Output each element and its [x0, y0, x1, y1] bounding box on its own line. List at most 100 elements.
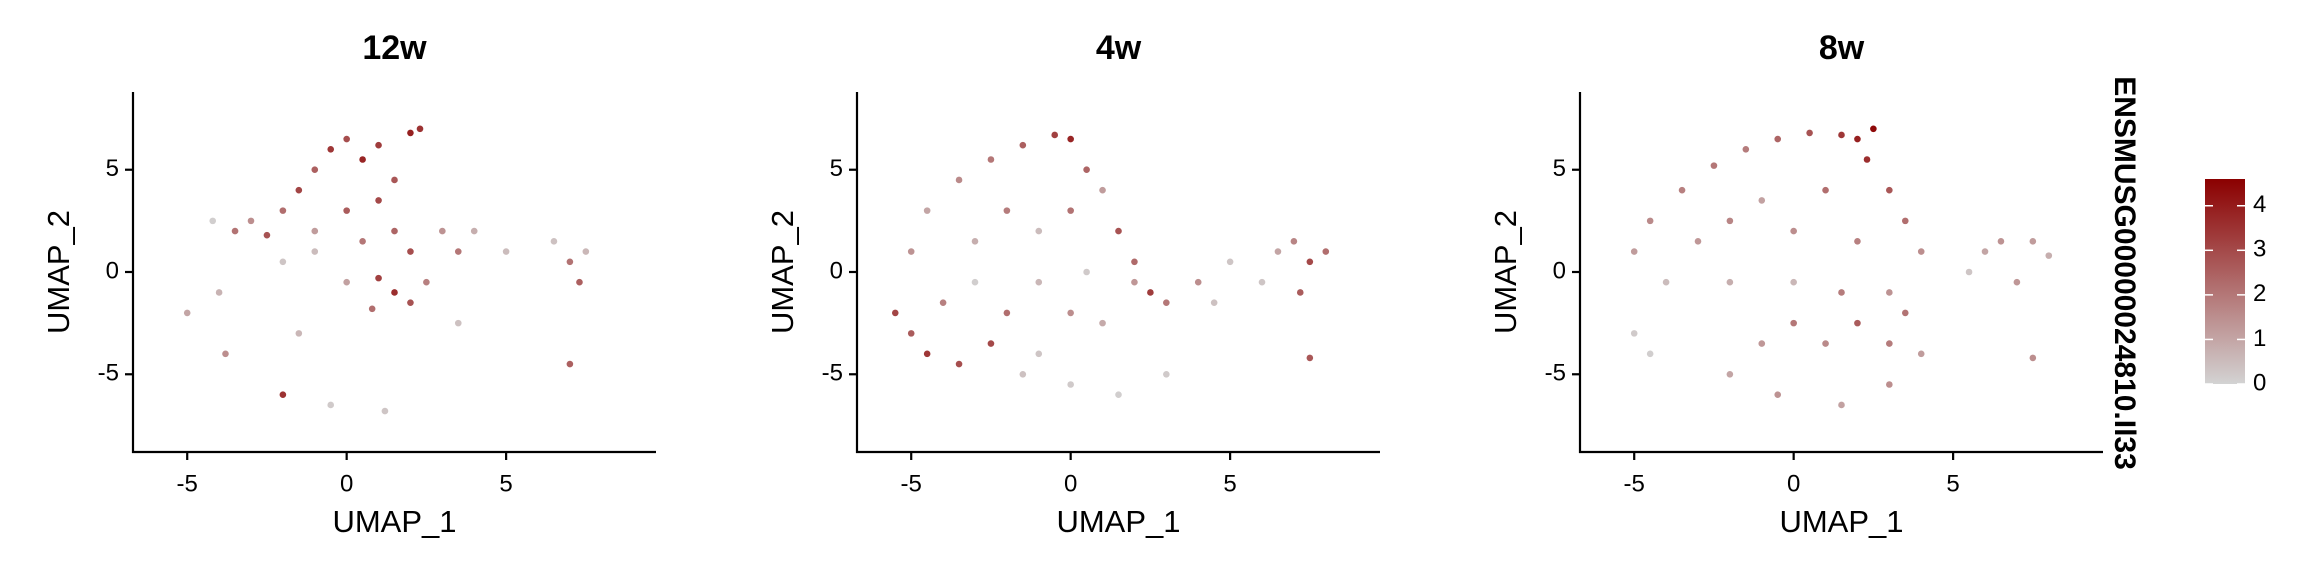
- point: [987, 340, 995, 347]
- point: [1083, 268, 1090, 276]
- point: [1099, 186, 1106, 194]
- panel-title: 8w: [1819, 29, 1865, 67]
- point: [1901, 309, 1909, 317]
- point: [2013, 278, 2021, 286]
- point: [1067, 381, 1074, 388]
- point: [247, 217, 255, 225]
- point: [423, 278, 430, 286]
- y-tick-label: 0: [830, 257, 843, 284]
- point: [1147, 289, 1154, 296]
- point: [1838, 289, 1845, 296]
- y-tick-label: -5: [1545, 360, 1566, 387]
- point: [359, 238, 366, 245]
- point: [343, 278, 350, 286]
- point: [582, 248, 590, 255]
- x-tick-label: 0: [340, 470, 353, 497]
- x-tick-label: -5: [901, 470, 922, 497]
- x-tick-label: 0: [1787, 470, 1800, 497]
- point: [279, 391, 287, 399]
- point: [2045, 252, 2053, 259]
- point: [1790, 227, 1797, 235]
- point: [1131, 278, 1138, 286]
- point: [987, 156, 995, 163]
- point: [381, 407, 389, 415]
- y-axis-label: UMAP_2: [41, 210, 76, 334]
- point: [295, 330, 303, 337]
- point: [1035, 227, 1043, 235]
- point: [923, 350, 931, 358]
- point: [1965, 268, 1973, 276]
- point: [1790, 278, 1797, 286]
- point: [295, 186, 303, 194]
- point: [1726, 217, 1734, 225]
- point: [375, 197, 382, 204]
- point: [183, 309, 191, 317]
- point: [1274, 248, 1282, 255]
- point: [1322, 248, 1330, 255]
- point: [1886, 186, 1893, 194]
- point: [1067, 207, 1074, 214]
- point: [454, 248, 462, 255]
- point: [1694, 238, 1702, 245]
- colorbar-tick-label: 3: [2253, 236, 2266, 263]
- point: [1774, 135, 1782, 143]
- panel-title: 12w: [362, 29, 427, 67]
- point: [1646, 217, 1654, 225]
- point: [1806, 129, 1813, 137]
- point: [2029, 354, 2037, 362]
- colorbar-tick-label: 4: [2253, 191, 2266, 218]
- point: [311, 248, 319, 255]
- x-axis-label: UMAP_1: [332, 504, 456, 539]
- colorbar-tick-label: 1: [2253, 325, 2266, 352]
- point: [1854, 135, 1861, 143]
- point: [1051, 131, 1059, 139]
- point: [327, 145, 335, 153]
- point: [1870, 125, 1877, 133]
- point: [1630, 330, 1638, 337]
- x-tick-label: -5: [177, 470, 198, 497]
- point: [279, 258, 287, 266]
- point: [1067, 309, 1074, 317]
- point: [1758, 197, 1766, 204]
- point: [1115, 227, 1122, 235]
- point: [1083, 166, 1090, 174]
- x-axis-label: UMAP_1: [1779, 504, 1903, 539]
- points: [1630, 125, 2053, 409]
- point: [1997, 238, 2005, 245]
- point: [454, 319, 462, 327]
- point: [343, 135, 350, 143]
- point: [1003, 207, 1011, 214]
- point: [375, 141, 382, 149]
- point: [923, 207, 931, 214]
- point: [971, 238, 979, 245]
- point: [391, 289, 398, 296]
- x-tick-label: 5: [499, 470, 512, 497]
- point: [939, 299, 947, 306]
- point: [1131, 258, 1138, 266]
- points: [183, 125, 590, 415]
- point: [1774, 391, 1782, 399]
- point: [1019, 370, 1027, 378]
- y-tick-label: -5: [822, 360, 843, 387]
- point: [1710, 162, 1718, 169]
- point: [439, 227, 446, 235]
- point: [1917, 248, 1925, 255]
- point: [1067, 135, 1074, 143]
- point: [1790, 319, 1797, 327]
- point: [1838, 401, 1845, 409]
- point: [391, 176, 398, 184]
- legend-title: ENSMUSG00000024810.Il33: [2108, 76, 2141, 470]
- point: [2029, 238, 2037, 245]
- point: [907, 248, 915, 255]
- point: [1035, 278, 1043, 286]
- point: [343, 207, 350, 214]
- point: [1099, 319, 1106, 327]
- point: [891, 309, 899, 317]
- point: [1822, 340, 1829, 347]
- point: [1290, 238, 1298, 245]
- point: [1630, 248, 1638, 255]
- point: [1981, 248, 1989, 255]
- point: [955, 176, 963, 184]
- point: [1863, 156, 1871, 163]
- point: [1726, 278, 1734, 286]
